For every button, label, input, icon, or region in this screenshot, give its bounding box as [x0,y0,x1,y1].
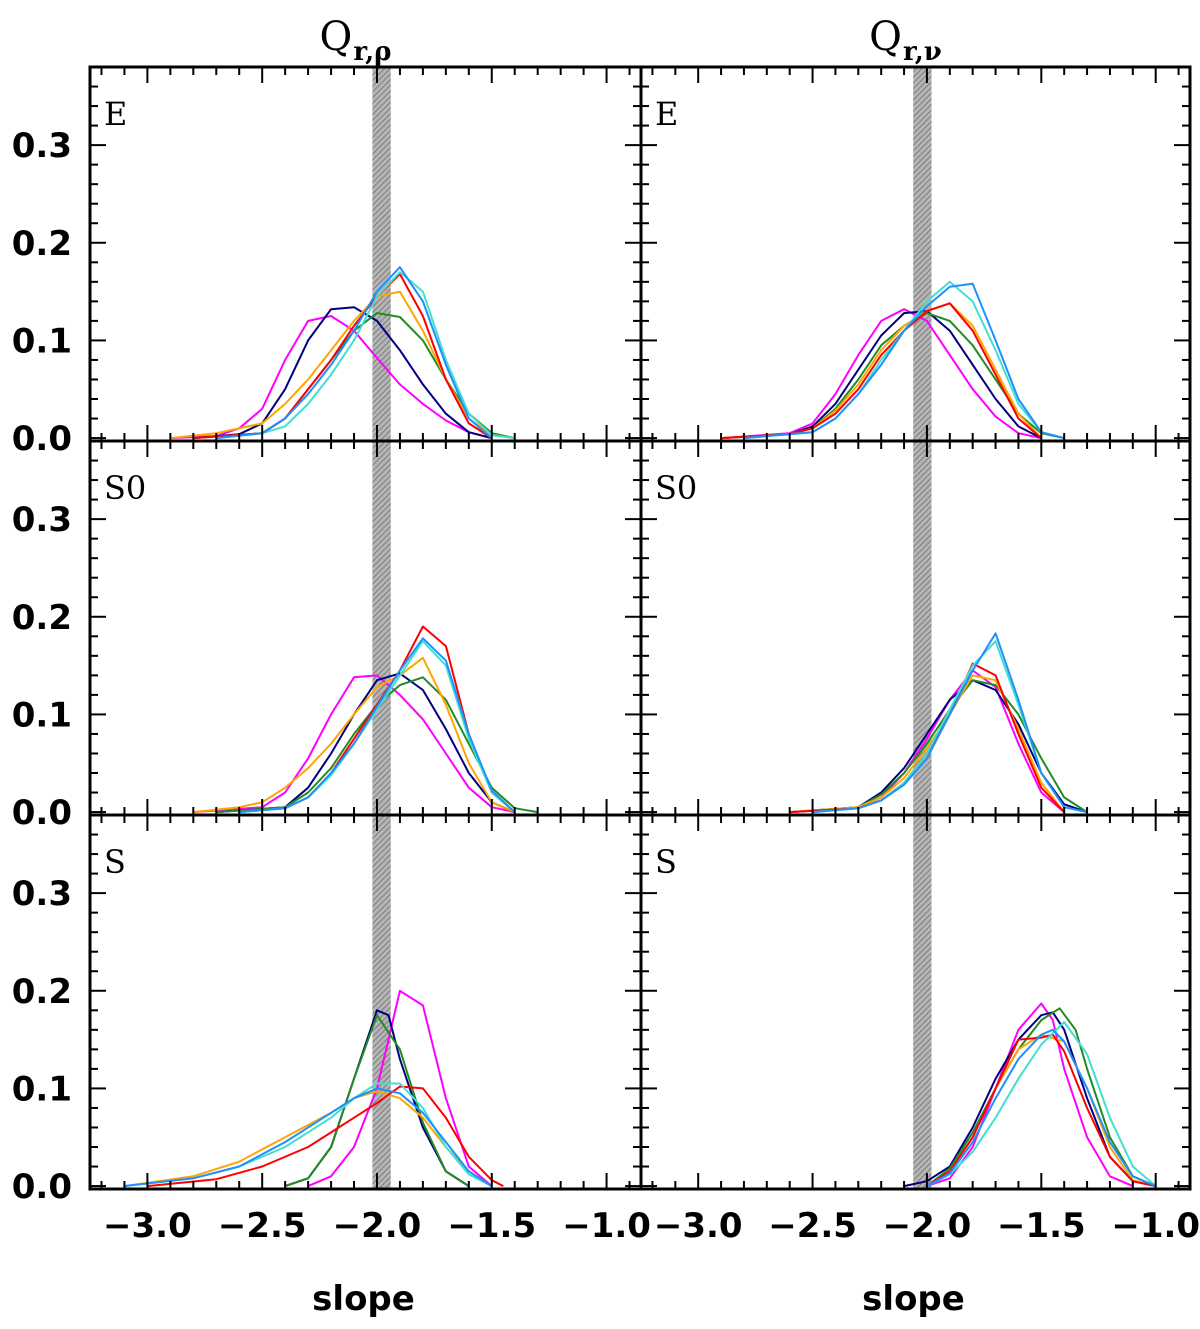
series-line-s-col0-red [147,1085,504,1188]
y-tick-label: 0.1 [12,1069,72,1109]
series-line-s0-col0-orange [193,656,516,814]
x-axis-label-1: slope [862,1279,965,1319]
panel-label-s: S [655,843,677,881]
x-tick-label: −1.5 [447,1206,536,1246]
panel-frame-r2-c0 [88,813,643,1191]
column-title-1: Qr,ν [869,14,942,67]
series-line-e-col0-navy [193,306,493,440]
labels: 0.0 0.1 0.2 0.3 0.0 0.1 0.2 0.3 0.0 0.1 0.2 0.3 −3.0… [12,14,1200,1319]
y-tick-label: 0.1 [12,695,72,735]
series-line-s0-col0-blue [239,637,516,814]
x-tick-label: −2.5 [768,1206,857,1246]
y-tick-label: 0.2 [12,598,72,638]
panel-label-e: E [655,95,678,133]
series-line-e-col1-blue [743,282,1065,440]
series-line-e-col1-red [721,302,1042,440]
column-title-main: Q [869,14,902,60]
shaded-band-col-0 [372,67,391,1189]
x-axis-label-0: slope [312,1279,415,1319]
series-line-e-col1-magenta [721,308,1042,440]
column-title-subscript: r,ν [903,37,942,67]
x-tick-label: −1.0 [1111,1206,1200,1246]
x-tick-label: −1.0 [562,1206,651,1246]
series-line-s-col1-green [926,1007,1157,1188]
shaded-band-col-1 [913,67,932,1189]
column-title-subscript: r,ρ [353,37,391,67]
panel-frame-r1-c0 [88,439,643,817]
column-title-0: Qr,ρ [320,14,392,67]
y-tick-label: 0.0 [12,1167,72,1207]
series-line-s0-col0-navy [216,672,516,814]
series-line-s0-col1-cyan [812,640,1088,814]
y-tick-label: 0.0 [12,793,72,833]
x-tick-label: −2.0 [333,1206,422,1246]
series-line-s-col0-magenta [307,989,493,1188]
y-tick-label: 0.3 [12,874,72,914]
series-line-e-col0-cyan [216,271,515,440]
panel-label-s0: S0 [104,469,146,507]
column-title-main: Q [320,14,353,60]
series-line-s0-col1-blue [812,632,1088,814]
series-line-s-col1-red [926,1033,1156,1188]
y-tick-label: 0.0 [12,419,72,459]
curves [124,266,1157,1188]
panel-label-e: E [104,95,127,133]
series-line-s-col1-cyan [926,1021,1157,1187]
panel-label-s: S [104,843,126,881]
series-line-s-col1-magenta [926,1002,1134,1188]
x-tick-label: −3.0 [654,1206,743,1246]
shaded-bands [372,67,932,1189]
x-tick-label: −3.0 [103,1206,192,1246]
series-line-e-col0-blue [216,266,493,440]
panel-frame-r0-c0 [88,65,643,443]
panel-frame-r2-c1 [639,813,1192,1191]
axes [88,65,1192,1191]
series-line-s-col0-green [284,1014,470,1188]
series-line-s0-col0-green [216,676,538,814]
series-line-e-col0-orange [170,290,515,440]
y-tick-label: 0.1 [12,321,72,361]
y-tick-label: 0.2 [12,972,72,1012]
series-line-s-col1-blue [926,1028,1157,1188]
panel-label-s0: S0 [655,469,697,507]
x-tick-label: −1.5 [997,1206,1086,1246]
x-tick-label: −2.5 [218,1206,307,1246]
x-tick-label: −2.0 [883,1206,972,1246]
series-line-s0-col0-magenta [193,674,515,814]
y-tick-label: 0.3 [12,126,72,166]
y-tick-label: 0.2 [12,224,72,264]
y-tick-label: 0.3 [12,500,72,540]
series-line-e-col0-magenta [170,315,493,440]
series-line-s-col0-blue [124,1087,493,1188]
